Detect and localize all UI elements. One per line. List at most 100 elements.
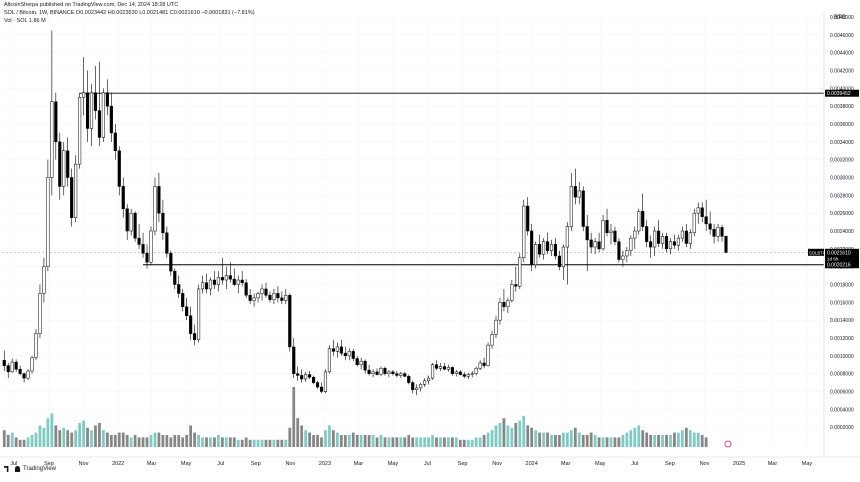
volume-bar (296, 418, 300, 447)
y-tick-label: 0.0048000 (830, 15, 854, 21)
volume-bar (244, 437, 248, 447)
candle-body (82, 92, 86, 98)
volume-bar (577, 432, 581, 447)
volume-bar (506, 425, 510, 447)
last-price-label: 0.0021610 (827, 250, 851, 256)
candle-body (641, 211, 645, 227)
candle-body (498, 302, 502, 321)
candle-body (458, 371, 462, 375)
candle-body (62, 150, 66, 187)
volume-bar (34, 432, 38, 447)
volume-bar (189, 425, 193, 447)
candle-body (248, 294, 252, 301)
volume-bar (502, 418, 506, 447)
candle-body (724, 236, 728, 253)
volume-bar (637, 425, 641, 447)
volume-bar (351, 432, 355, 447)
volume-bar (335, 432, 339, 447)
volume-bar (423, 437, 427, 447)
candle-body (312, 376, 316, 383)
candle-body (78, 97, 82, 165)
candle-body (637, 211, 641, 232)
candle-body (204, 282, 209, 290)
candle-body (518, 257, 522, 287)
volume-bar (264, 439, 268, 447)
candle-body (10, 361, 14, 373)
volume-bar (510, 427, 514, 447)
volume-bar (256, 439, 260, 447)
volume-bar (569, 430, 573, 447)
x-tick-label: Jul (631, 461, 638, 467)
candle-body (173, 270, 177, 285)
candle-body (145, 253, 149, 263)
volume-bar (498, 423, 502, 447)
candle-body (371, 371, 375, 374)
candle-body (125, 208, 129, 232)
volume-bar (589, 432, 593, 447)
x-tick-label: Sep (44, 461, 54, 467)
volume-bar (367, 435, 371, 447)
volume-bar (554, 435, 557, 447)
volume-bar (109, 435, 113, 447)
x-tick-label: 2022 (112, 461, 124, 467)
candle-body (696, 207, 700, 214)
volume-bar (538, 432, 542, 447)
candle-body (351, 351, 355, 359)
x-tick-label: Nov (492, 461, 502, 467)
candle-body (530, 230, 534, 266)
candle-body (74, 163, 78, 218)
candle-body (664, 236, 669, 250)
volume-bar (609, 437, 613, 447)
brand-name: TradingView (23, 466, 57, 472)
volume-bar (217, 435, 220, 447)
volume-bar (201, 437, 204, 447)
volume-bar (573, 427, 577, 447)
tradingview-brand[interactable]: TradingView (4, 466, 56, 472)
volume-bar (514, 423, 518, 447)
y-tick-label: 0.0018000 (830, 283, 854, 289)
candle-body (141, 244, 145, 254)
candle-body (276, 293, 280, 299)
symbol-badge (808, 248, 824, 256)
candle-body (153, 186, 157, 232)
candle-body (545, 241, 550, 251)
candle-body (14, 361, 18, 370)
volume-bar (169, 437, 173, 447)
candle-body (113, 132, 117, 152)
volume-bar (688, 430, 692, 447)
x-tick-label: May (181, 461, 192, 467)
volume-bar (419, 437, 423, 447)
volume-bar (74, 430, 78, 447)
volume-bar (482, 435, 486, 447)
volume-bar (224, 437, 228, 447)
candle-body (260, 288, 264, 294)
volume-bar (276, 439, 280, 447)
volume-bar (680, 430, 684, 447)
y-tick-label: 0.0002000 (830, 425, 854, 431)
candle-body (292, 346, 296, 374)
volume-bar (700, 435, 704, 447)
volume-bar (312, 435, 315, 447)
candle-body (165, 232, 169, 254)
y-tick-label: 0.0016000 (830, 300, 854, 306)
volume-bar (153, 432, 157, 447)
candle-body (553, 244, 558, 257)
volume-bar (6, 435, 10, 447)
candle-body (434, 364, 439, 369)
volume-bar (518, 420, 522, 447)
candle-body (331, 348, 335, 352)
candle-body (411, 382, 415, 390)
candle-body (105, 92, 109, 107)
candle-body (561, 246, 565, 267)
candle-body (510, 284, 514, 301)
candle-body (403, 373, 407, 377)
candle-body (446, 367, 450, 370)
candle-body (427, 377, 431, 382)
candle-body (668, 241, 673, 250)
volume-bar (399, 437, 403, 447)
candle-body (70, 177, 74, 218)
candle-body (593, 241, 597, 248)
volume-bar (454, 437, 458, 447)
candle-body (399, 373, 403, 376)
